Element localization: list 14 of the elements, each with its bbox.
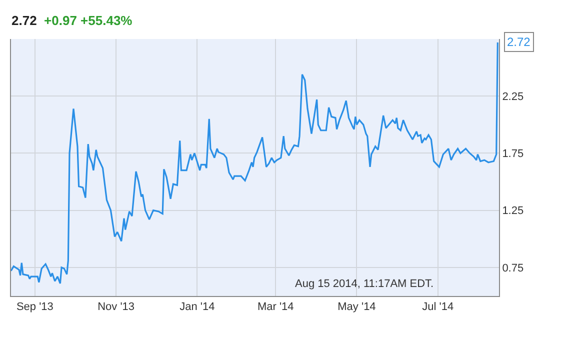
y-tick-label: 1.25 [502,205,524,218]
x-tick-label: Jul '14 [422,301,454,314]
annotation: Aug 15 2014, 11:17AM EDT. [295,278,434,290]
x-tick-label: Jan '14 [180,301,215,314]
annotation: 2.72 [507,35,531,49]
x-tick-label: Sep '13 [16,301,54,314]
y-tick-label: 0.75 [502,262,524,274]
x-tick-label: Nov '13 [98,301,135,314]
y-tick-label: 2.25 [502,90,524,103]
x-tick-label: Mar '14 [257,301,294,314]
chart-subtitle: +0.97 +55.43% [44,13,133,28]
y-tick-label: 1.75 [502,148,524,160]
chart-title: 2.72 [12,13,37,28]
x-tick-label: May '14 [338,301,376,314]
